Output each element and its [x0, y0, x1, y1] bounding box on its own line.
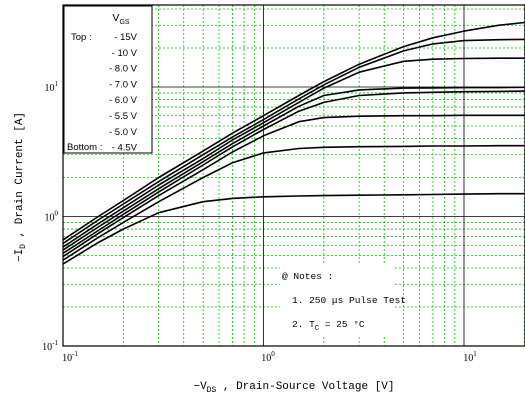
- legend-box: [63, 5, 153, 154]
- legend-entry: - 8.0 V: [109, 64, 138, 75]
- y-axis-label: −ID , Drain Current [A]: [14, 112, 28, 262]
- series-line-3: [62, 57, 525, 248]
- legend-entry: - 10 V: [112, 48, 138, 59]
- y-tick-label: 10-1: [42, 339, 58, 353]
- tick-labels: 10-1 100 101 10-1 100 101: [42, 80, 477, 364]
- plot-frame: [62, 4, 525, 347]
- curves: [62, 21, 525, 265]
- y-tick-label: 100: [45, 210, 59, 224]
- series-line-4: [62, 86, 525, 251]
- legend-entry: - 7.0 V: [109, 79, 138, 90]
- series-line-8: [62, 192, 525, 265]
- x-tick-label: 100: [261, 350, 275, 364]
- legend-entry: - 5.5 V: [109, 111, 138, 122]
- x-axis-label: −VDS , Drain-Source Voltage [V]: [193, 381, 394, 395]
- series-line-2: [62, 38, 525, 245]
- notes-line1: 1. 250 μs Pulse Test: [292, 295, 406, 306]
- notes: @ Notes : 1. 250 μs Pulse Test 2. TC = 2…: [280, 263, 406, 335]
- series-line-5: [62, 90, 525, 254]
- legend: VGS Top : Bottom : - 15V - 10 V - 8.0 V - 7…: [63, 5, 153, 154]
- x-tick-label: 101: [463, 350, 477, 364]
- y-tick-label: 101: [45, 80, 59, 94]
- legend-entry: - 15V: [114, 32, 137, 43]
- legend-top-label: Top :: [71, 32, 92, 43]
- series-line-7: [62, 144, 525, 261]
- legend-title: VGS: [112, 12, 129, 26]
- legend-entry: - 6.0 V: [109, 95, 138, 106]
- legend-entry: - 4.5V: [112, 143, 138, 154]
- legend-entry: - 5.0 V: [109, 127, 138, 138]
- legend-bottom-label: Bottom :: [67, 142, 102, 153]
- notes-heading: @ Notes :: [282, 271, 333, 282]
- notes-line2: 2. TC = 25 °C: [292, 319, 365, 333]
- series-line-1: [62, 21, 525, 241]
- notes-box: [280, 263, 394, 335]
- x-tick-label: 10-1: [62, 350, 78, 364]
- legend-items: - 15V - 10 V - 8.0 V - 7.0 V - 6.0 V - 5.5 V -…: [109, 32, 138, 154]
- series-line-6: [62, 114, 525, 258]
